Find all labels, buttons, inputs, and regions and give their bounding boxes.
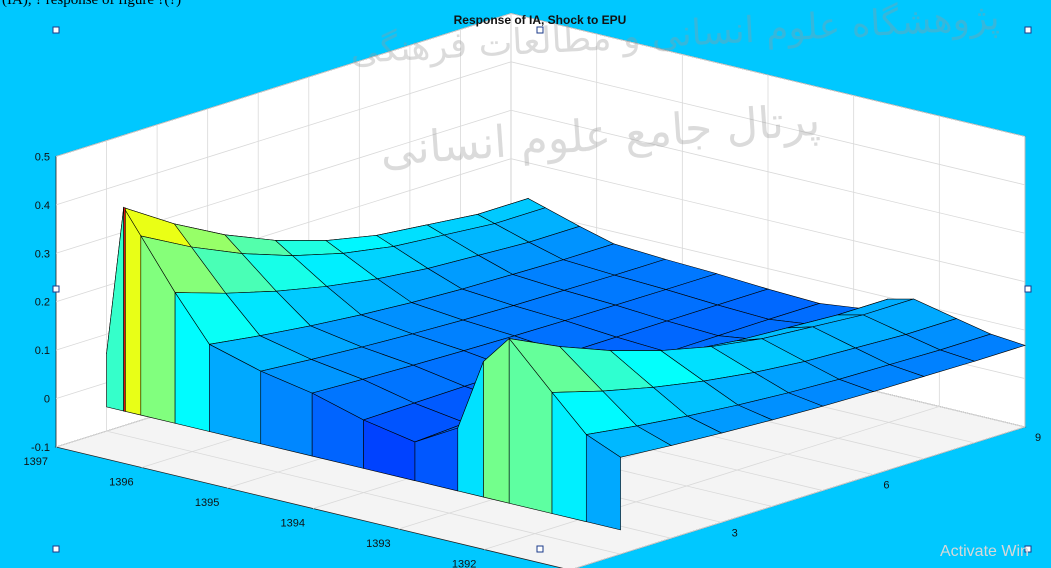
surface-front-wall bbox=[585, 433, 621, 531]
selection-handle[interactable] bbox=[536, 545, 544, 553]
horizon-gridline bbox=[106, 140, 621, 555]
surface-front-wall bbox=[483, 337, 510, 504]
selection-handle[interactable] bbox=[1024, 26, 1032, 34]
surface-front-wall bbox=[123, 206, 142, 416]
selection-handle[interactable] bbox=[536, 26, 544, 34]
selection-handle[interactable] bbox=[1024, 545, 1032, 553]
z-tick-label: 0.5 bbox=[35, 151, 50, 163]
selection-handle[interactable] bbox=[1024, 285, 1032, 293]
surface-peak-ridge bbox=[123, 207, 126, 412]
z-tick-label: 0.3 bbox=[35, 248, 50, 260]
tick-labels: -0.1 0 0.1 0.2 0.3 0.4 0.5 1397 1396 1395 1394 1393… bbox=[24, 151, 1042, 568]
x-tick-label: 1394 bbox=[281, 518, 305, 530]
y-tick-label: 6 bbox=[883, 480, 889, 492]
z-tick-label: 0.1 bbox=[35, 345, 50, 357]
chart-title: Response of IA, Shock to EPU bbox=[454, 13, 627, 27]
selection-handles[interactable] bbox=[52, 26, 1032, 553]
caption-text: (IA), ? response of figure ?(?) bbox=[2, 0, 182, 8]
z-tick-label: 0.2 bbox=[35, 297, 50, 309]
x-tick-label: 1396 bbox=[109, 477, 133, 489]
selection-handle[interactable] bbox=[52, 26, 60, 34]
selection-handle[interactable] bbox=[52, 285, 60, 293]
y-tick-label: 9 bbox=[1035, 432, 1041, 444]
x-tick-label: 1395 bbox=[195, 497, 219, 509]
x-tick-label: 1397 bbox=[24, 456, 48, 468]
activate-windows-overlay: Activate Win bbox=[940, 543, 1029, 560]
x-tick-label: 1393 bbox=[366, 538, 390, 550]
document-caption-fragment: (IA), ? response of figure ?(?) bbox=[0, 0, 1051, 12]
selection-handle[interactable] bbox=[52, 545, 60, 553]
z-tick-label: -0.1 bbox=[31, 442, 50, 454]
x-tick-label: 1392 bbox=[452, 559, 476, 568]
y-tick-label: 3 bbox=[732, 527, 738, 539]
z-tick-label: 0.4 bbox=[35, 200, 50, 212]
z-tick-label: 0 bbox=[44, 394, 50, 406]
surface bbox=[106, 197, 1026, 531]
